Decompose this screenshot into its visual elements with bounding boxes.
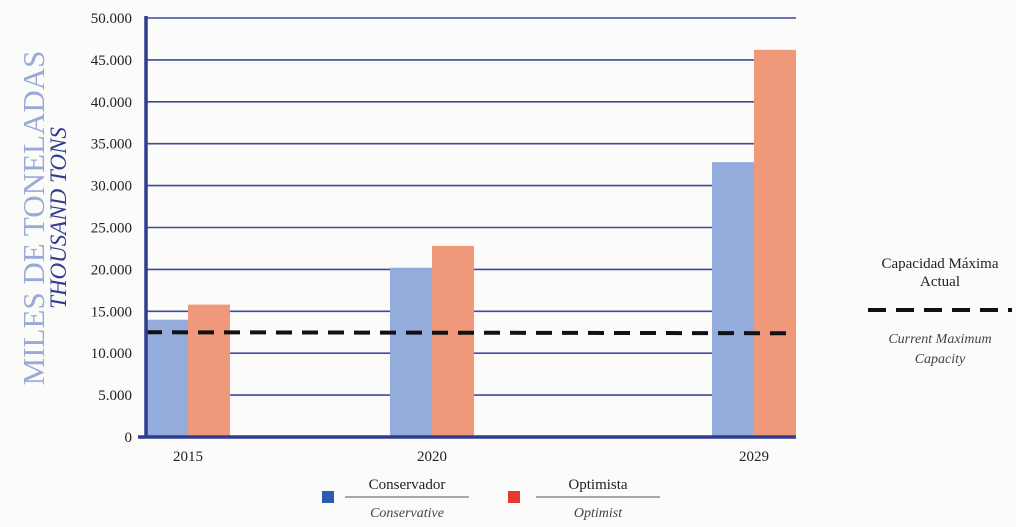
legend-label-en-conservador: Conservative (370, 506, 444, 521)
y-axis-label-en: THOUSAND TONS (46, 127, 71, 309)
legend-label-optimista: Optimista (568, 477, 628, 493)
bar-optimista-2029 (754, 49, 796, 438)
y-tick-label: 25.000 (91, 221, 132, 237)
grid-layer (146, 17, 796, 396)
y-tick-label: 35.000 (91, 137, 132, 153)
y-axis-label: MILES DE TONELADAS (16, 51, 51, 386)
legend-swatch-optimista (508, 491, 520, 503)
bar-layer (146, 49, 796, 438)
label-layer: 0 5.000 10.000 15.000 20.000 25.000 30.000 35.0… (16, 11, 769, 465)
y-tick-label: 0 (125, 430, 133, 446)
x-tick-label: 2020 (417, 449, 447, 465)
bar-conservador-2020 (390, 267, 432, 437)
legend-label-en-optimista: Optimist (574, 506, 623, 521)
capacity-label-en-line1: Current Maximum (888, 332, 991, 347)
legend-layer: Capacidad Máxima Actual Current Maximum Cap… (322, 256, 1012, 521)
bar-conservador-2015 (146, 319, 188, 437)
y-tick-label: 10.000 (91, 346, 132, 362)
y-tick-label: 5.000 (98, 388, 132, 404)
bar-optimista-2020 (432, 245, 474, 437)
capacity-label-line2: Actual (920, 274, 960, 290)
y-tick-label: 20.000 (91, 262, 132, 278)
legend-label-conservador: Conservador (369, 477, 446, 493)
y-tick-label: 45.000 (91, 53, 132, 69)
capacity-line (145, 330, 797, 336)
axis-layer (138, 16, 796, 439)
x-tick-label: 2029 (739, 449, 769, 465)
bar-optimista-2015 (188, 304, 230, 437)
y-tick-label: 30.000 (91, 179, 132, 195)
y-tick-label: 15.000 (91, 304, 132, 320)
reference-line-layer (145, 330, 797, 336)
x-tick-label: 2015 (173, 449, 203, 465)
legend-swatch-conservador (322, 491, 334, 503)
capacity-label-line1: Capacidad Máxima (881, 256, 998, 272)
bar-conservador-2029 (712, 162, 754, 438)
y-tick-label: 50.000 (91, 11, 132, 27)
capacity-label-en-line2: Capacity (915, 352, 966, 367)
y-tick-label: 40.000 (91, 95, 132, 111)
